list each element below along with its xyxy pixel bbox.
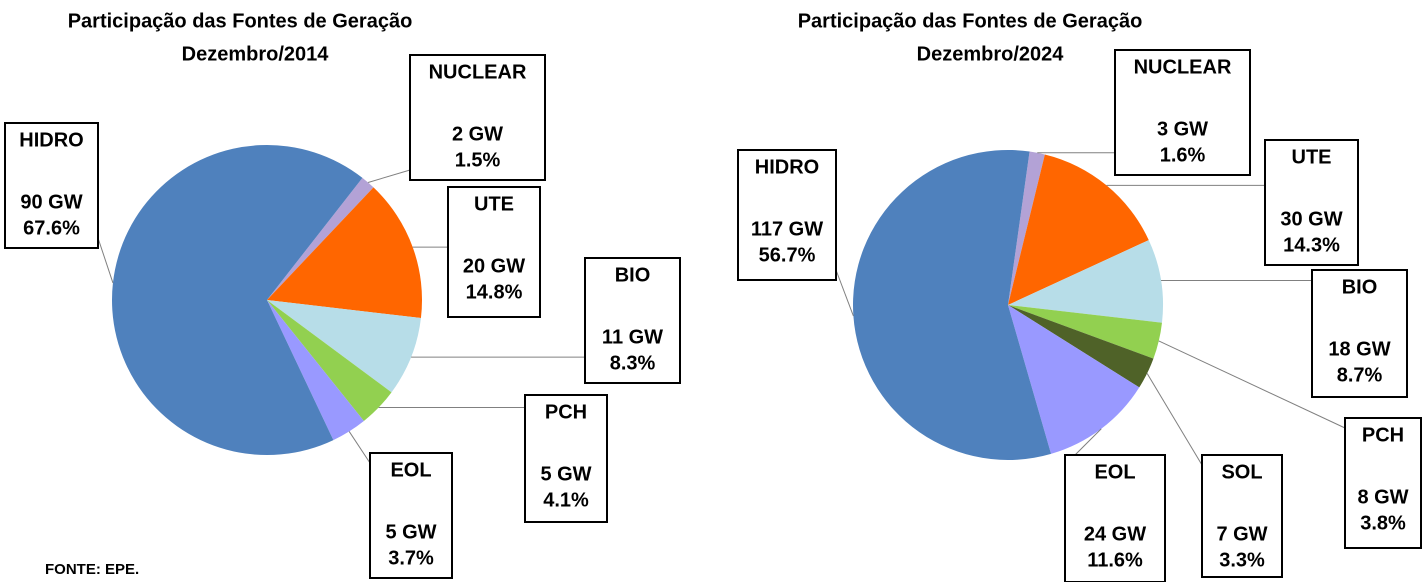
- label-box: [1114, 49, 1251, 176]
- slice-name: PCH: [1362, 424, 1404, 446]
- percent-label: 3.3%: [1219, 549, 1265, 571]
- pie-slice: [112, 145, 363, 456]
- label-box: [1311, 269, 1408, 398]
- pie-slice: [267, 187, 422, 319]
- pie-slice: [1008, 305, 1154, 388]
- slice-name: UTE: [474, 193, 514, 215]
- pie-slice: [1008, 154, 1149, 305]
- chart-subtitle: Dezembro/2014: [182, 43, 330, 65]
- capacity-label: 18 GW: [1328, 338, 1390, 360]
- label-box: [409, 54, 546, 181]
- chart-subtitle: Dezembro/2024: [917, 43, 1065, 65]
- capacity-label: 90 GW: [20, 191, 82, 213]
- label-box: [737, 149, 837, 281]
- capacity-label: 7 GW: [1216, 523, 1267, 545]
- label-box: [524, 394, 608, 523]
- percent-label: 3.7%: [388, 547, 434, 569]
- source-note: FONTE: EPE.: [45, 561, 139, 578]
- capacity-label: 8 GW: [1357, 486, 1408, 508]
- capacity-label: 11 GW: [602, 326, 663, 348]
- slice-name: SOL: [1221, 461, 1262, 483]
- label-box: [447, 186, 541, 318]
- pie-slice: [267, 300, 364, 441]
- pie-slice: [267, 300, 392, 422]
- pie-slice: [267, 177, 374, 300]
- slice-name: BIO: [615, 264, 651, 286]
- pie-slice: [267, 300, 421, 393]
- slice-name: EOL: [390, 459, 431, 481]
- slice-name: NUCLEAR: [429, 61, 527, 83]
- percent-label: 14.3%: [1283, 234, 1340, 256]
- slice-name: UTE: [1292, 146, 1332, 168]
- percent-label: 14.8%: [466, 281, 523, 303]
- capacity-label: 2 GW: [452, 123, 503, 145]
- capacity-label: 20 GW: [463, 255, 525, 277]
- slice-name: PCH: [545, 401, 587, 423]
- leader-line: [1146, 373, 1203, 466]
- capacity-label: 24 GW: [1084, 523, 1146, 545]
- capacity-label: 5 GW: [385, 521, 436, 543]
- chart-title: Participação das Fontes de Geração: [798, 10, 1143, 32]
- label-box: [1064, 454, 1166, 582]
- slice-name: NUCLEAR: [1134, 56, 1232, 78]
- slice-name: BIO: [1342, 276, 1378, 298]
- leader-line: [835, 269, 854, 317]
- percent-label: 11.6%: [1087, 549, 1143, 571]
- leader-line: [1158, 340, 1346, 429]
- label-box: [1344, 417, 1422, 549]
- percent-label: 4.1%: [543, 489, 589, 511]
- label-box: [1264, 139, 1359, 266]
- capacity-label: 117 GW: [751, 218, 823, 240]
- pie-slice: [1008, 151, 1045, 305]
- label-box: [1201, 454, 1283, 578]
- pie-slice: [852, 149, 1052, 461]
- slice-name: HIDRO: [755, 156, 819, 178]
- chart-title: Participação das Fontes de Geração: [68, 10, 413, 32]
- percent-label: 56.7%: [759, 244, 816, 266]
- percent-label: 8.3%: [610, 352, 656, 374]
- capacity-label: 30 GW: [1280, 208, 1342, 230]
- leader-line: [97, 237, 114, 284]
- slice-name: EOL: [1094, 461, 1135, 483]
- leader-line: [367, 169, 411, 183]
- pie-slice: [1008, 305, 1162, 359]
- percent-label: 1.6%: [1160, 144, 1206, 166]
- slice-name: HIDRO: [19, 129, 83, 151]
- percent-label: 67.6%: [23, 217, 80, 239]
- percent-label: 1.5%: [455, 149, 501, 171]
- label-box: [4, 122, 99, 249]
- capacity-label: 5 GW: [540, 463, 591, 485]
- pie-slice: [1008, 240, 1163, 323]
- label-box: [369, 452, 453, 579]
- percent-label: 8.7%: [1337, 364, 1383, 386]
- leader-line: [348, 431, 371, 464]
- percent-label: 3.8%: [1360, 512, 1406, 534]
- pie-slice: [1008, 305, 1140, 454]
- label-box: [584, 257, 681, 384]
- capacity-label: 3 GW: [1157, 118, 1208, 140]
